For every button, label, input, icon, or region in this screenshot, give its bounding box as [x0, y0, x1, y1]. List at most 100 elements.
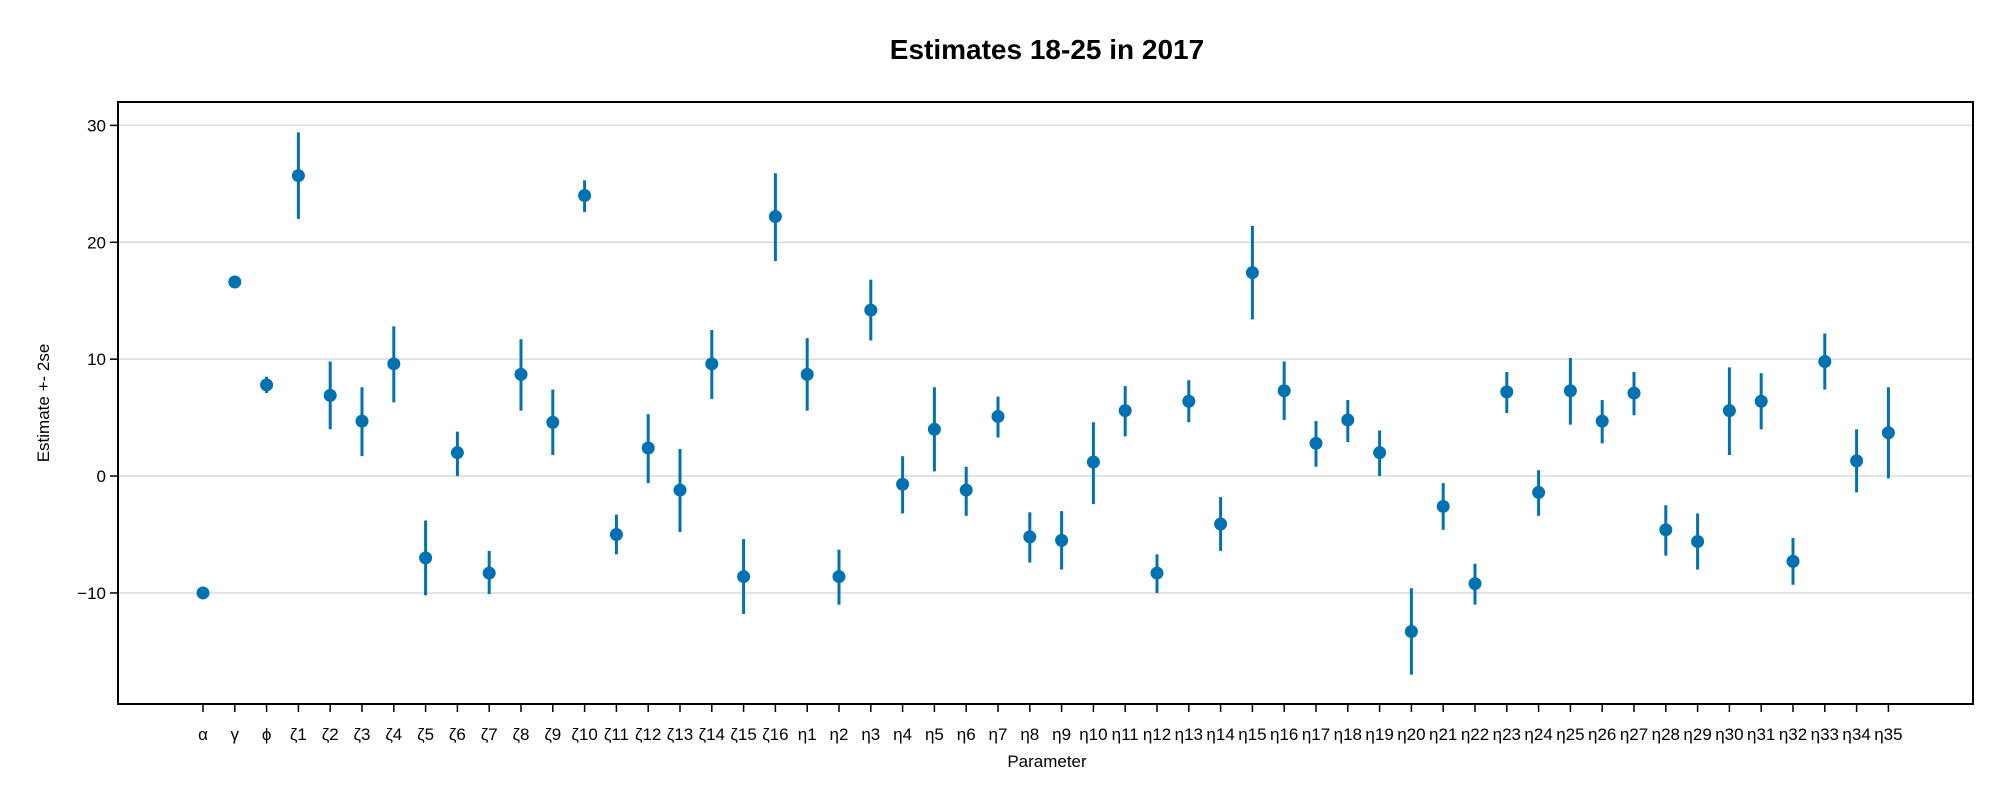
x-tick-label: η31: [1747, 725, 1775, 744]
x-tick-label: η35: [1874, 725, 1902, 744]
data-point: [355, 414, 369, 428]
x-tick-label: ζ10: [571, 725, 597, 744]
x-tick-label: η34: [1842, 725, 1870, 744]
data-point: [1786, 554, 1800, 568]
x-tick-label: η16: [1270, 725, 1298, 744]
x-tick-label: η21: [1429, 725, 1457, 744]
data-point: [1341, 413, 1355, 427]
data-point: [387, 357, 401, 371]
x-tick-label: η2: [830, 725, 849, 744]
x-tick-label: η1: [798, 725, 817, 744]
x-tick-label: η24: [1524, 725, 1552, 744]
data-point: [800, 367, 814, 381]
data-point: [1182, 394, 1196, 408]
data-point: [228, 275, 242, 289]
x-axis-ticks: α γ ϕ ζ1 ζ2 ζ3 ζ4 ζ5 ζ6 ζ7 ζ8 ζ9 ζ10 ζ11 ζ12 ζ13 ζ14 ζ15 ζ…: [198, 704, 1903, 744]
data-point: [1214, 517, 1228, 531]
data-point: [1627, 386, 1641, 400]
data-point: [705, 357, 719, 371]
x-axis-label: Parameter: [1007, 752, 1087, 771]
chart-title: Estimates 18-25 in 2017: [890, 34, 1204, 65]
plot-frame: [117, 101, 1974, 705]
data-point: [419, 551, 433, 565]
x-tick-label: η25: [1556, 725, 1584, 744]
x-tick-label: η27: [1620, 725, 1648, 744]
x-tick-label: ζ13: [667, 725, 693, 744]
data-point: [1086, 455, 1100, 469]
data-point: [609, 528, 623, 542]
data-point: [927, 422, 941, 436]
x-tick-label: η13: [1175, 725, 1203, 744]
x-tick-label: ζ9: [544, 725, 561, 744]
data-point: [1722, 404, 1736, 418]
data-point: [1373, 446, 1387, 460]
x-tick-label: η9: [1052, 725, 1071, 744]
x-tick-label: ζ12: [635, 725, 661, 744]
x-tick-label: η33: [1811, 725, 1839, 744]
data-point: [482, 566, 496, 580]
x-tick-label: η30: [1715, 725, 1743, 744]
data-point: [1055, 533, 1069, 547]
x-tick-label: η18: [1334, 725, 1362, 744]
data-point: [1532, 485, 1546, 499]
x-tick-label: η28: [1652, 725, 1680, 744]
data-point: [832, 570, 846, 584]
data-point: [450, 446, 464, 460]
x-tick-label: η29: [1683, 725, 1711, 744]
data-point: [864, 303, 878, 317]
data-point: [991, 409, 1005, 423]
data-point: [1309, 436, 1323, 450]
data-point: [1500, 385, 1514, 399]
data-point: [1468, 577, 1482, 591]
data-point: [1150, 566, 1164, 580]
data-point: [291, 169, 305, 183]
x-tick-label: ζ1: [290, 725, 307, 744]
data-point: [514, 367, 528, 381]
x-tick-label: η23: [1493, 725, 1521, 744]
x-tick-label: ζ2: [322, 725, 339, 744]
data-point: [1659, 523, 1673, 537]
y-tick-label: 20: [87, 233, 106, 252]
data-point: [1404, 625, 1418, 639]
data-point: [1118, 404, 1132, 418]
data-point: [1245, 266, 1259, 280]
data-point: [1023, 530, 1037, 544]
x-tick-label: η6: [957, 725, 976, 744]
x-tick-label: η7: [989, 725, 1008, 744]
data-point: [1563, 384, 1577, 398]
data-point: [1850, 454, 1864, 468]
data-point: [959, 483, 973, 497]
x-tick-label: ζ14: [699, 725, 725, 744]
y-tick-label: 30: [87, 116, 106, 135]
y-axis-label: Estimate +- 2se: [34, 344, 53, 463]
data-point: [260, 378, 274, 392]
x-tick-label: γ: [231, 725, 240, 744]
x-tick-label: ζ15: [730, 725, 756, 744]
x-tick-label: η15: [1238, 725, 1266, 744]
data-point: [323, 388, 337, 402]
data-point: [1881, 426, 1895, 440]
data-point: [1691, 535, 1705, 549]
x-tick-label: ζ8: [513, 725, 530, 744]
x-tick-label: ζ3: [354, 725, 371, 744]
x-tick-label: η11: [1112, 725, 1139, 744]
x-tick-label: η8: [1020, 725, 1039, 744]
y-tick-label: 10: [87, 350, 106, 369]
y-axis-ticks: −10 0 10 20 30: [77, 116, 118, 603]
data-point: [737, 570, 751, 584]
x-tick-label: η22: [1461, 725, 1489, 744]
data-point: [1436, 499, 1450, 513]
data-point: [1818, 355, 1832, 369]
x-tick-label: η20: [1397, 725, 1425, 744]
x-tick-label: η5: [925, 725, 944, 744]
x-tick-label: ζ4: [385, 725, 402, 744]
data-point: [896, 477, 910, 491]
x-tick-label: η12: [1143, 725, 1171, 744]
x-tick-label: ζ11: [604, 725, 629, 744]
y-tick-label: −10: [77, 584, 106, 603]
data-point: [546, 415, 560, 429]
x-tick-label: η26: [1588, 725, 1616, 744]
x-tick-label: η32: [1779, 725, 1807, 744]
y-tick-label: 0: [97, 467, 106, 486]
